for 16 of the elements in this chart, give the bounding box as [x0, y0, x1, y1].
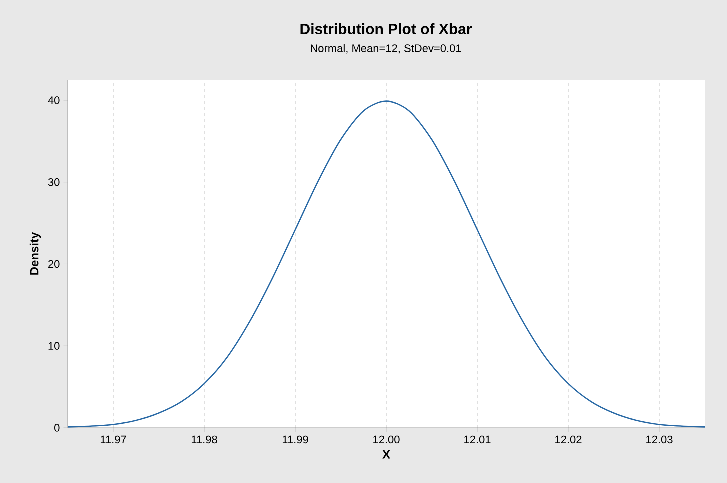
x-tick-label: 11.99 — [282, 436, 308, 444]
y-tick-label: 0 — [54, 424, 60, 432]
y-tick-label: 30 — [48, 178, 60, 186]
chart-subtitle: Normal, Mean=12, StDev=0.01 — [311, 44, 462, 54]
y-tick-label: 10 — [48, 342, 60, 350]
y-axis-title: Density — [30, 232, 42, 275]
y-tick-label: 40 — [48, 96, 60, 104]
x-tick-label: 12.01 — [464, 436, 491, 444]
x-tick-label: 12.00 — [374, 436, 400, 444]
y-tick-label: 20 — [48, 260, 60, 268]
x-tick-label: 12.02 — [556, 436, 582, 444]
chart-title: Distribution Plot of Xbar — [300, 23, 472, 34]
x-tick-label: 11.98 — [192, 436, 218, 444]
x-tick-label: 12.03 — [646, 436, 673, 444]
x-axis-title: X — [382, 450, 390, 459]
x-tick-label: 11.97 — [100, 436, 126, 444]
